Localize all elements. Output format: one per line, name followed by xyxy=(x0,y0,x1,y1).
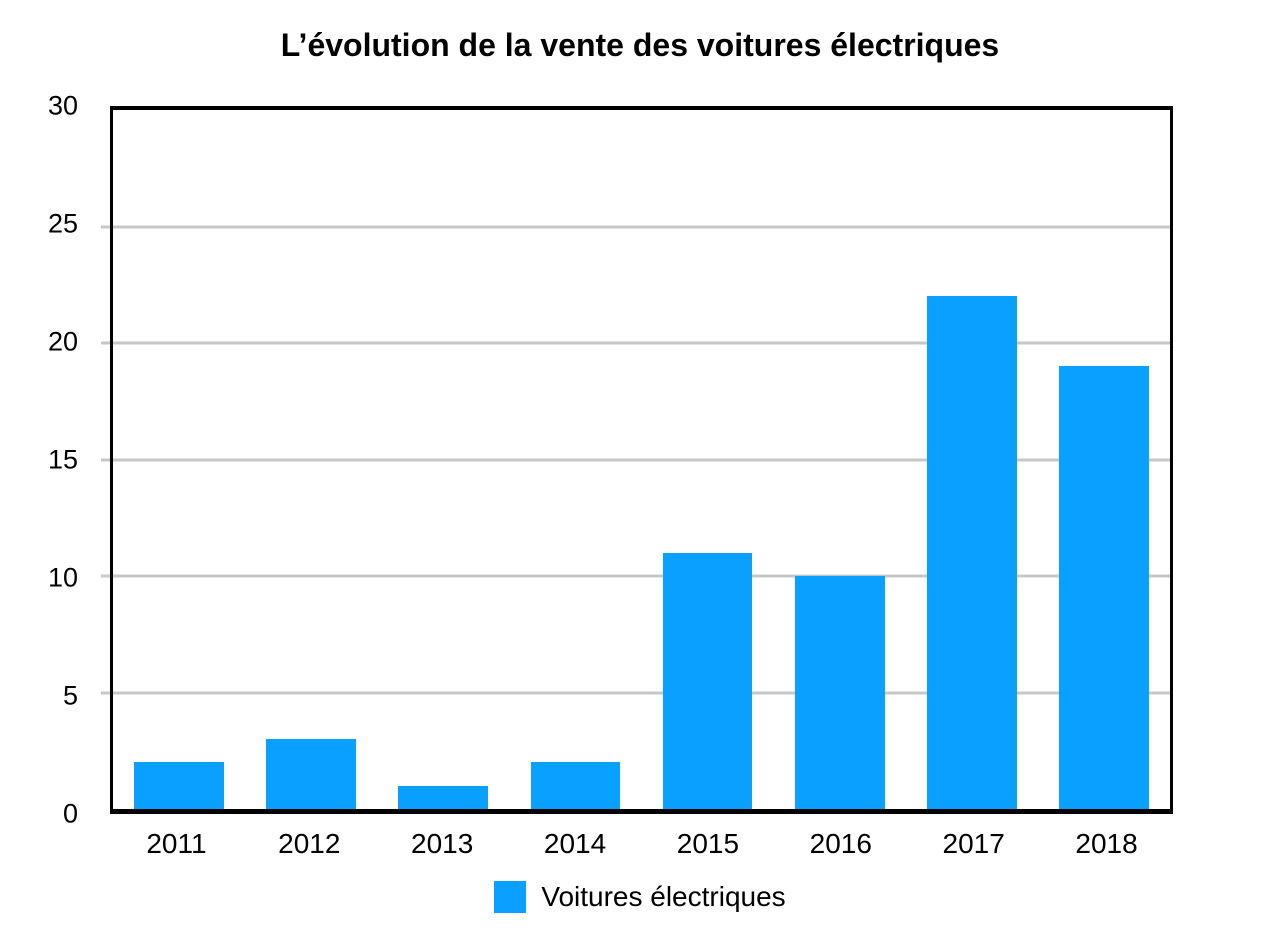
x-tick-label-2017: 2017 xyxy=(942,828,1005,859)
bar-slot-2011 xyxy=(113,110,245,809)
y-tick-mark-15 xyxy=(101,458,110,461)
bar-slot-2014 xyxy=(509,110,641,809)
x-tick-label-2016: 2016 xyxy=(809,828,872,859)
bar-2017 xyxy=(926,296,1017,809)
y-tick-label-10: 10 xyxy=(47,562,78,593)
y-tick-mark-25 xyxy=(101,225,110,228)
bar-2012 xyxy=(266,739,357,809)
gridline-10 xyxy=(113,574,1170,578)
bar-2018 xyxy=(1059,366,1149,809)
chart-title: L’évolution de la vente des voitures éle… xyxy=(280,27,1000,63)
y-tick-label-20: 20 xyxy=(47,326,78,357)
y-tick-label-5: 5 xyxy=(62,680,78,711)
bar-2015 xyxy=(662,552,753,809)
x-tick-label-2012: 2012 xyxy=(278,828,341,859)
y-tick-mark-5 xyxy=(101,691,110,694)
bar-2011 xyxy=(134,762,224,809)
bar-2014 xyxy=(530,762,621,809)
bar-2013 xyxy=(398,785,489,809)
bar-slot-2018 xyxy=(1038,110,1170,809)
bars-container xyxy=(113,110,1170,809)
gridline-25 xyxy=(113,225,1170,228)
bar-slot-2012 xyxy=(245,110,377,809)
gridline-5 xyxy=(113,691,1170,694)
legend-swatch-icon xyxy=(494,881,527,913)
plot-area xyxy=(101,106,1173,814)
legend-label: Voitures électriques xyxy=(541,881,786,912)
gridline-15 xyxy=(113,458,1170,461)
x-tick-label-2011: 2011 xyxy=(146,828,207,859)
bar-slot-2015 xyxy=(642,110,774,809)
x-tick-label-2013: 2013 xyxy=(411,828,474,859)
y-tick-mark-10 xyxy=(101,574,110,578)
y-tick-label-25: 25 xyxy=(47,208,78,239)
legend: Voitures électriques xyxy=(0,881,1280,913)
x-tick-label-2018: 2018 xyxy=(1075,828,1138,859)
x-axis-labels: 2011 2012 2013 2014 2015 2016 2017 2018 xyxy=(110,828,1173,860)
y-tick-label-15: 15 xyxy=(47,444,78,475)
bar-slot-2013 xyxy=(377,110,509,809)
y-tick-mark-20 xyxy=(101,341,110,345)
y-tick-label-0: 0 xyxy=(62,798,78,829)
bar-slot-2016 xyxy=(774,110,906,809)
y-tick-label-30: 30 xyxy=(47,90,78,121)
x-tick-label-2014: 2014 xyxy=(543,828,607,859)
gridline-20 xyxy=(113,341,1170,345)
bar-2016 xyxy=(794,576,885,809)
y-axis-labels: 0 5 10 15 20 25 30 xyxy=(0,92,78,827)
x-tick-label-2015: 2015 xyxy=(676,828,740,859)
bar-slot-2017 xyxy=(906,110,1038,809)
